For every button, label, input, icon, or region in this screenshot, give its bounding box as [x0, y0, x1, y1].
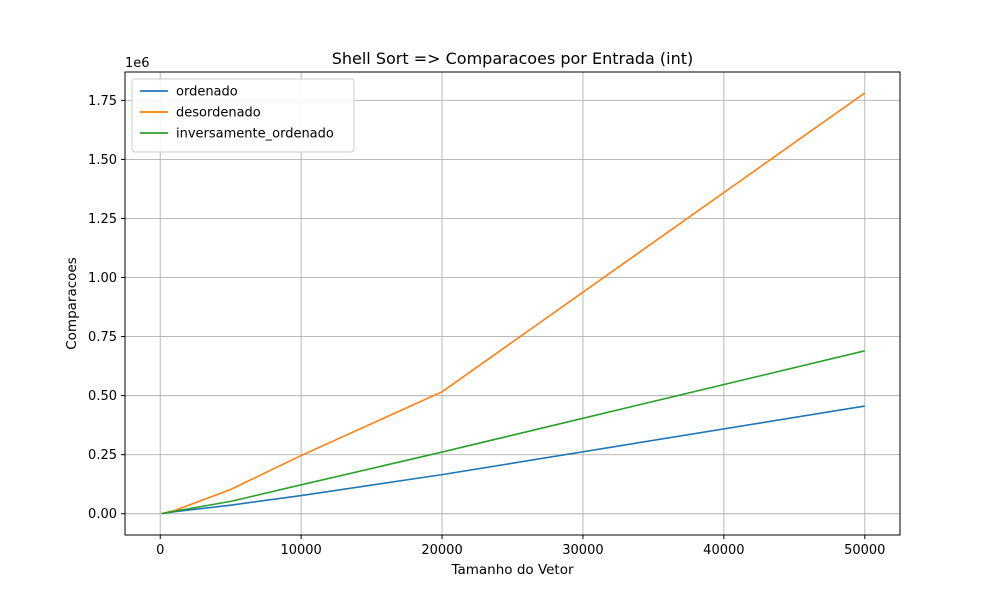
y-tick-label: 0.75	[88, 330, 117, 345]
legend: ordenado desordenado inversamente_ordenado	[131, 78, 355, 153]
x-tick-label: 50000	[844, 543, 885, 558]
y-axis-label: Comparacoes	[64, 257, 80, 350]
x-axis-label: Tamanho do Vetor	[450, 562, 574, 578]
x-tick-label: 30000	[562, 543, 603, 558]
x-tick-label: 20000	[421, 543, 462, 558]
x-tick-label: 10000	[280, 543, 321, 558]
y-tick-label: 0.25	[88, 448, 117, 463]
y-tick-label: 1.75	[88, 94, 117, 109]
y-tick-label: 1.00	[88, 271, 117, 286]
y-tick-label: 1.25	[88, 212, 117, 227]
legend-label: desordenado	[176, 106, 261, 121]
legend-label: ordenado	[176, 85, 238, 100]
series-line-inversamente_ordenado	[161, 350, 865, 515]
chart-title: Shell Sort => Comparacoes por Entrada (i…	[332, 49, 694, 68]
plot-frame	[124, 71, 901, 536]
y-tick-label: 1.50	[88, 153, 117, 168]
y-tick-label: 0.00	[88, 507, 117, 522]
y-axis-multiplier: 1e6	[125, 56, 150, 71]
y-tick-label: 0.50	[88, 389, 117, 404]
legend-box	[131, 78, 355, 153]
series-lines	[161, 92, 866, 515]
legend-label: inversamente_ordenado	[176, 127, 334, 142]
x-tick-label: 40000	[703, 543, 744, 558]
x-tick-label: 0	[156, 543, 164, 558]
axis-ticks: 0 10000 20000 30000 40000 50000 0.00 0.25 0.50 0.…	[88, 94, 885, 558]
grid-lines	[125, 72, 900, 535]
